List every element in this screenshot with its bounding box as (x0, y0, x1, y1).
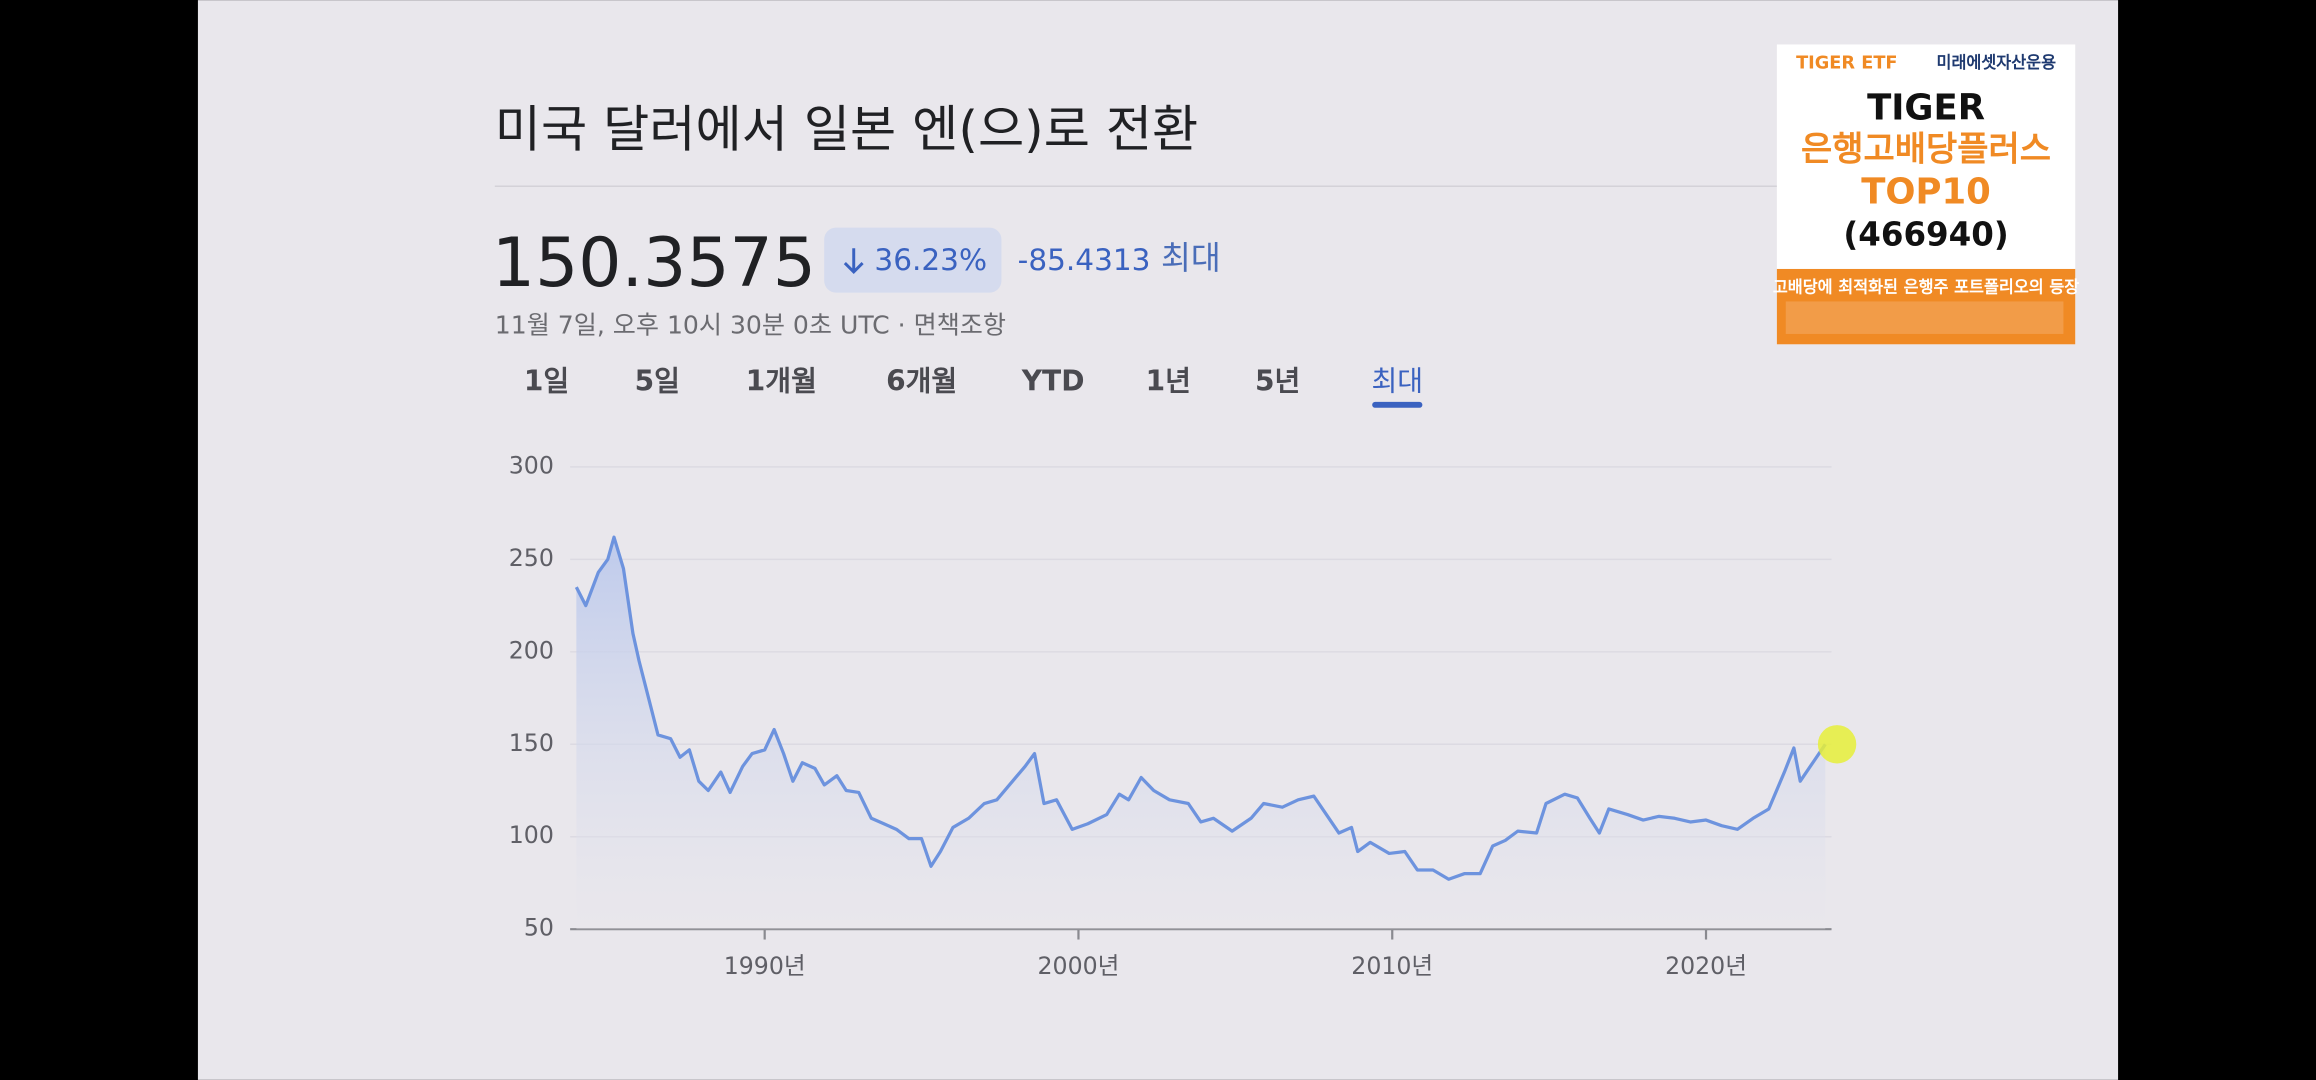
change: -85.4313 (1018, 243, 1151, 277)
period: 최대 (1161, 239, 1221, 277)
title: 미국 달러에서 일본 엔(으)로 전환 (495, 100, 1198, 159)
y-tick-label: 250 (509, 544, 554, 572)
y-tick-label: 100 (509, 821, 554, 849)
tab[interactable]: 1일 (524, 365, 569, 398)
ad-brand: TIGER ETF (1796, 54, 1897, 74)
timestamp: 11월 7일, 오후 10시 30분 0초 UTC · 면책조항 (495, 311, 1006, 340)
tab-underline (1372, 401, 1423, 408)
area (576, 537, 1826, 930)
ad-line1: TIGER (1867, 87, 1985, 128)
y-tick-label: 300 (509, 451, 554, 479)
line (574, 535, 1827, 881)
change-badge (824, 227, 1002, 293)
tab[interactable]: 5년 (1255, 365, 1300, 398)
ad: TIGER ETF 미래에셋자산운용 TIGER 은행고배당플러스 TOP10 … (1773, 44, 2079, 345)
price: 150.3575 (492, 224, 816, 303)
ad-tagline: 고배당에 최적화된 은행주 포트폴리오의 등장 (1773, 278, 2079, 297)
ad-fine-print (1785, 301, 2064, 334)
tab[interactable]: 최대 (1371, 365, 1423, 398)
x-tick-label: 1990년 (724, 952, 806, 980)
tab[interactable]: 1개월 (746, 365, 817, 398)
ad-line3: TOP10 (1861, 172, 1991, 213)
x-tick-label: 2000년 (1038, 952, 1120, 980)
chart: 50 100 150 200 250 300 1990년 2000년 2010년 2020년 (509, 451, 1857, 980)
tab[interactable]: 5일 (635, 365, 680, 398)
cursor-highlight (1817, 725, 1857, 764)
tab[interactable]: 1년 (1146, 365, 1191, 398)
tab[interactable]: 6개월 (886, 365, 957, 398)
ad-line4: (466940) (1843, 215, 2008, 253)
ad-company: 미래에셋자산운용 (1937, 53, 2057, 72)
y-tick-label: 200 (509, 636, 554, 664)
y-tick-label: 150 (509, 729, 554, 757)
tabs: 1일 5일 1개월 6개월 YTD 1년 5년 최대 (524, 365, 1423, 408)
x-tick-label: 2020년 (1665, 952, 1747, 980)
y-tick-label: 50 (524, 914, 554, 942)
down-arrow (843, 248, 864, 275)
x-tick-label: 2010년 (1351, 952, 1433, 980)
ad-line2: 은행고배당플러스 (1801, 129, 2051, 169)
change-percent: 36.23% (874, 243, 987, 277)
tab[interactable]: YTD (1021, 365, 1085, 398)
